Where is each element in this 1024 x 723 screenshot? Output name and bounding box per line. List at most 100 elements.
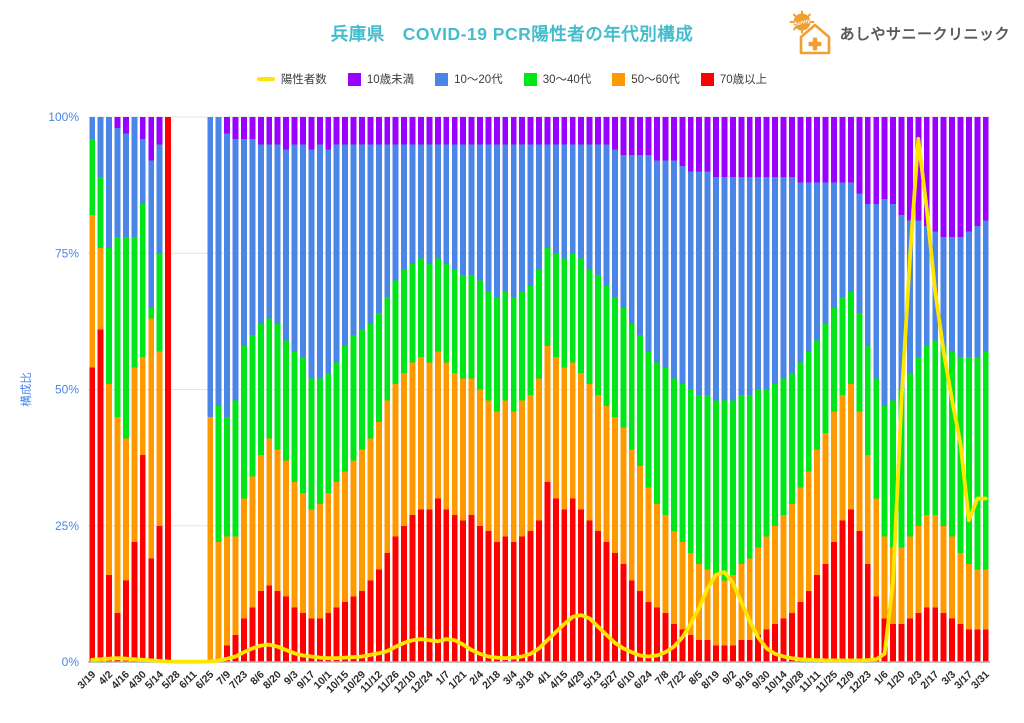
x-tick-label: 8/19 [699, 669, 722, 692]
bar-segment [300, 144, 306, 357]
bar-segment [687, 553, 694, 635]
bar-segment [266, 318, 273, 439]
bar-segment [443, 509, 450, 662]
bar-segment [881, 536, 888, 619]
bar-segment [409, 264, 416, 363]
bar-segment [156, 525, 163, 662]
bar-segment [384, 400, 391, 553]
bar-segment [915, 117, 922, 221]
bar-segment [628, 449, 635, 581]
bar-segment [434, 144, 441, 259]
bar-segment [898, 389, 905, 548]
bar-segment [274, 117, 281, 145]
bar-segment [477, 117, 483, 145]
bar-segment [814, 574, 821, 662]
bar-segment [603, 144, 610, 286]
bar-segment [114, 127, 121, 237]
bar-segment [645, 487, 652, 603]
y-tick-label: 100% [48, 110, 79, 124]
bar-segment [527, 144, 534, 286]
legend-item-1: 10歳未満 [347, 71, 414, 87]
bar-segment [965, 563, 972, 630]
bar-segment [839, 520, 846, 662]
bar-segment [316, 117, 323, 145]
bar-segment [704, 117, 711, 172]
bar-segment [122, 236, 129, 439]
bar-segment [780, 378, 787, 515]
bar-segment [713, 400, 719, 575]
bar-segment [940, 525, 947, 613]
bar-segment [451, 269, 458, 374]
bar-segment [965, 231, 972, 357]
bar-segment [839, 182, 846, 297]
bar-segment [704, 569, 711, 641]
bar-segment [527, 531, 534, 662]
bar-segment [729, 176, 736, 401]
bar-segment [780, 176, 787, 379]
bar-segment [97, 117, 104, 177]
bar-segment [165, 117, 172, 662]
bar-segment [359, 144, 365, 330]
bar-segment [805, 471, 812, 592]
bar-segment [308, 149, 315, 379]
bar-segment [485, 291, 492, 401]
bar-segment [333, 607, 340, 662]
bar-segment [569, 144, 576, 254]
bar-segment [595, 531, 601, 662]
bar-segment [721, 400, 728, 581]
bar-segment [864, 454, 871, 564]
bar-segment [392, 280, 399, 385]
bar-segment [468, 275, 475, 379]
legend-color-swatch [700, 72, 714, 86]
bar-segment [493, 411, 500, 543]
bar-segment [392, 384, 399, 537]
bar-segment [864, 204, 871, 346]
bar-segment [662, 514, 669, 613]
bar-segment [654, 607, 660, 662]
bar-segment [131, 236, 138, 368]
bar-segment [384, 296, 391, 401]
bar-segment [595, 275, 601, 395]
bar-segment [620, 117, 627, 156]
bar-segment [881, 117, 888, 199]
bar-segment [704, 171, 711, 395]
bar-segment [409, 514, 416, 662]
bar-segment [679, 629, 686, 662]
y-axis-title: 構成比 [20, 372, 33, 407]
bar-segment [502, 117, 509, 145]
bar-segment [586, 520, 593, 662]
bar-segment [755, 389, 762, 548]
bar-segment [502, 400, 509, 537]
bar-segment [460, 117, 467, 145]
bar-segment [670, 623, 677, 662]
bar-segment [536, 520, 542, 662]
bar-segment [316, 144, 323, 379]
bar-segment [957, 553, 964, 624]
bar-segment [249, 607, 256, 662]
bar-segment [502, 144, 509, 292]
bar-segment [620, 155, 627, 308]
bar-segment [603, 117, 610, 145]
bar-segment [451, 514, 458, 662]
bar-segment [822, 117, 829, 183]
bar-segment [713, 645, 719, 662]
bar-segment [510, 542, 517, 662]
bar-segment [510, 411, 517, 543]
bar-segment [114, 117, 121, 128]
legend-color-swatch [435, 72, 449, 86]
bar-segment [114, 612, 121, 662]
bar-segment [249, 335, 256, 477]
bar-segment [468, 144, 475, 276]
bar-segment [257, 144, 264, 325]
x-tick-label: 8/20 [261, 669, 284, 692]
bar-segment [763, 117, 770, 177]
bar-segment [628, 324, 635, 450]
bar-segment [662, 367, 669, 515]
bar-segment [401, 525, 408, 662]
bar-segment [342, 117, 349, 145]
bar-segment [788, 117, 795, 177]
bar-segment [114, 236, 121, 417]
bar-segment [333, 362, 340, 483]
bar-segment [384, 117, 391, 145]
bar-segment [485, 400, 492, 532]
